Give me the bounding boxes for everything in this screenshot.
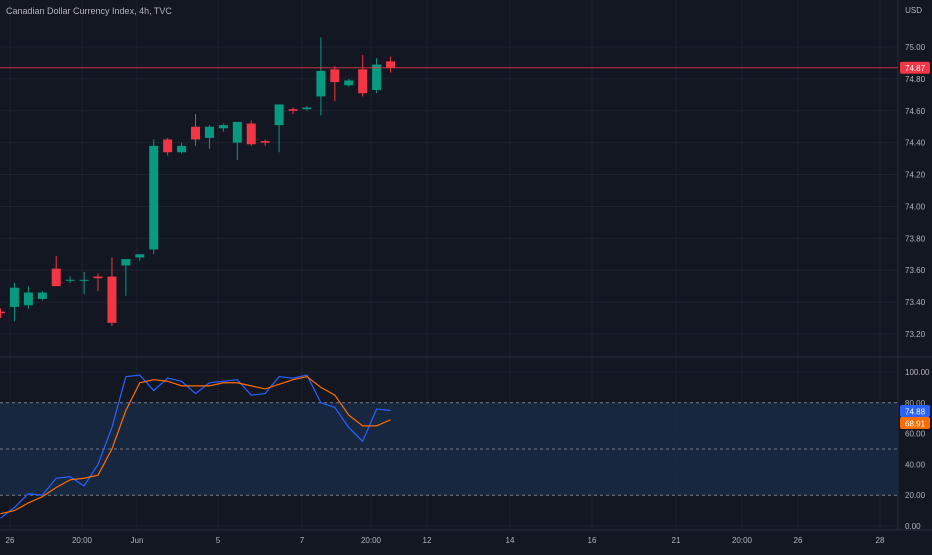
oscillator-k-line <box>0 374 391 519</box>
price-tick-label: 73.20 <box>905 330 926 339</box>
last-price-badge <box>900 61 930 74</box>
candle-body <box>232 121 242 143</box>
oscillator-value-badge <box>900 405 930 417</box>
currency-label: USD <box>905 6 922 15</box>
time-tick-label: 28 <box>876 536 885 545</box>
candle-body <box>358 69 368 94</box>
price-candles <box>0 37 396 327</box>
candle-body <box>37 292 47 299</box>
candle-body <box>79 279 89 281</box>
candle-body <box>51 268 61 287</box>
candle-body <box>330 69 340 83</box>
candle-body <box>302 107 312 110</box>
price-tick-label: 73.80 <box>905 234 926 243</box>
price-axis[interactable]: 74.87 75.00 74.80 74.60 74.40 74.20 74.00 73.80… <box>900 43 930 339</box>
candle-body <box>121 259 131 266</box>
chart-title: Canadian Dollar Currency Index, 4h, TVC <box>6 6 172 16</box>
price-tick-label: 74.80 <box>905 75 926 84</box>
candle-body <box>163 139 173 153</box>
candle-body <box>23 292 33 306</box>
oscillator-d-line <box>0 375 391 515</box>
price-tick-label: 74.00 <box>905 202 926 211</box>
time-axis[interactable]: 26 20:00 Jun 5 7 20:00 12 14 16 21 20:00 26 28 <box>6 536 885 545</box>
overbought-oversold-band <box>0 402 898 496</box>
candle-body <box>260 141 270 143</box>
candle-body <box>288 109 298 111</box>
oscillator-band <box>0 402 898 496</box>
price-tick-label: 75.00 <box>905 43 926 52</box>
candle-body <box>65 279 75 281</box>
candle-body <box>246 123 256 145</box>
time-tick-label: 14 <box>506 536 515 545</box>
oscillator-tick-label: 80.00 <box>905 399 926 408</box>
time-tick-label: 26 <box>6 536 15 545</box>
candle-body <box>191 126 201 140</box>
price-tick-label: 74.60 <box>905 107 926 116</box>
oscillator-tick-label: 60.00 <box>905 430 926 439</box>
time-tick-label: 26 <box>794 536 803 545</box>
price-tick-label: 73.40 <box>905 298 926 307</box>
oscillator-lines <box>0 374 391 519</box>
time-tick-label: 5 <box>216 536 221 545</box>
candle-body <box>372 64 382 91</box>
time-tick-label: 12 <box>423 536 432 545</box>
candle-body <box>316 70 326 97</box>
oscillator-tick-label: 20.00 <box>905 491 926 500</box>
candle-body <box>149 145 159 250</box>
candle-body <box>107 276 117 323</box>
oscillator-axis[interactable]: 100.00 80.00 60.00 40.00 20.00 0.00 74.88 68.91 <box>900 368 930 531</box>
price-tick-label: 74.20 <box>905 171 926 180</box>
candle-body <box>0 311 5 314</box>
candle-body <box>344 80 354 86</box>
time-tick-label: Jun <box>131 536 144 545</box>
candle-body <box>204 126 214 138</box>
candle-body <box>386 61 396 68</box>
candle-body <box>177 145 187 153</box>
candle-body <box>218 125 228 129</box>
oscillator-tick-label: 40.00 <box>905 460 926 469</box>
time-tick-label: 7 <box>300 536 305 545</box>
oscillator-value-label: 68.91 <box>905 420 926 429</box>
time-tick-label: 21 <box>672 536 681 545</box>
oscillator-value-label: 74.88 <box>905 408 926 417</box>
time-tick-label: 20:00 <box>361 536 382 545</box>
price-tick-label: 73.60 <box>905 266 926 275</box>
oscillator-tick-label: 100.00 <box>905 368 930 377</box>
time-tick-label: 20:00 <box>72 536 93 545</box>
last-price-label: 74.87 <box>905 64 926 73</box>
time-tick-label: 20:00 <box>732 536 753 545</box>
time-tick-label: 16 <box>588 536 597 545</box>
candle-body <box>135 254 145 258</box>
price-tick-label: 74.40 <box>905 139 926 148</box>
oscillator-tick-label: 0.00 <box>905 522 921 531</box>
candle-body <box>9 287 19 307</box>
candle-body <box>93 276 103 279</box>
oscillator-value-badge <box>900 417 930 429</box>
candle-body <box>274 104 284 126</box>
